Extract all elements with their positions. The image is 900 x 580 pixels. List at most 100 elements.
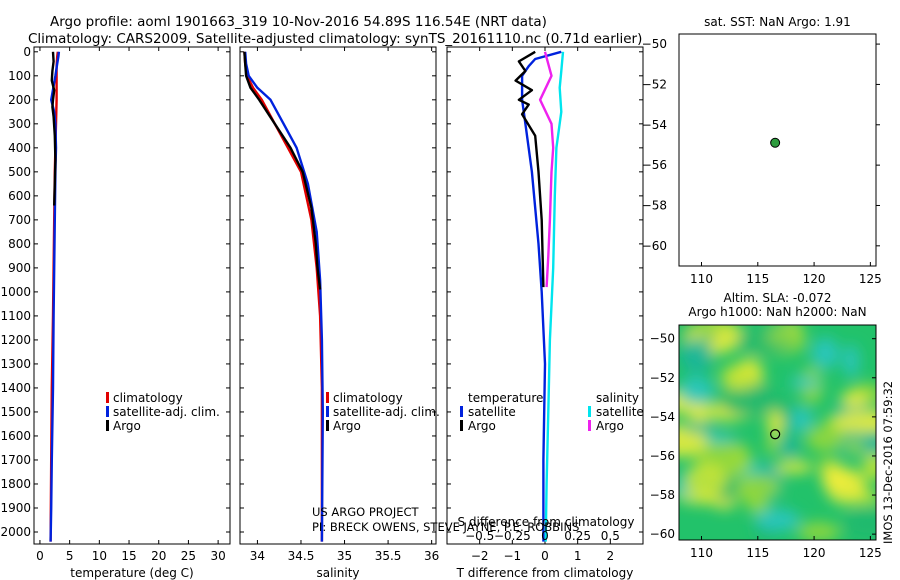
y-tick-label: 1700 bbox=[0, 453, 31, 467]
x-tick-label: 10 bbox=[92, 549, 107, 563]
panel-difference: −2 −1 0 1 2 T difference from climatology temp… bbox=[446, 46, 644, 580]
x-tick-label: 115 bbox=[746, 272, 769, 286]
x-tick-label: 0 bbox=[36, 549, 44, 563]
heatmap-cell bbox=[862, 452, 876, 482]
legend-label: climatology bbox=[333, 391, 403, 405]
x-tick-label: 34 bbox=[250, 549, 265, 563]
y-tick-label: −60 bbox=[650, 527, 675, 541]
y-tick-label: 1300 bbox=[0, 357, 31, 371]
timestamp-watermark: IMOS 13-Dec-2016 07:59:32 bbox=[881, 381, 895, 544]
heatmap-cell bbox=[842, 508, 876, 540]
y-tick-label: −58 bbox=[650, 488, 675, 502]
legend-label: satellite bbox=[596, 405, 644, 419]
legend-label: satellite-adj. clim. bbox=[333, 405, 440, 419]
heatmap-cell bbox=[834, 410, 876, 433]
legend-marker bbox=[326, 392, 329, 403]
x-tick-label-top: 0.5 bbox=[601, 529, 620, 543]
x-tick-label-top: −0.5 bbox=[465, 529, 494, 543]
y-tick-label: 1500 bbox=[0, 405, 31, 419]
x-axis-label: salinity bbox=[316, 566, 359, 580]
heatmap-cell bbox=[775, 460, 814, 474]
x-tick-label: 20 bbox=[151, 549, 166, 563]
x-tick-label: 35.5 bbox=[375, 549, 402, 563]
credits-line2: PI: BRECK OWENS, STEVE JAYNE, P.E. ROBBI… bbox=[312, 520, 579, 534]
heatmap-cell bbox=[679, 376, 714, 405]
x-tick-label: 25 bbox=[181, 549, 196, 563]
y-tick-label: −50 bbox=[650, 332, 675, 346]
heatmap-cell bbox=[766, 409, 784, 438]
series-line bbox=[520, 50, 562, 542]
x-tick-label: 0 bbox=[541, 549, 549, 563]
legend-label: climatology bbox=[113, 391, 183, 405]
x-tick-label: 1 bbox=[574, 549, 582, 563]
plot-frame bbox=[239, 46, 437, 545]
y-tick-label: 300 bbox=[8, 117, 31, 131]
heatmap-cell bbox=[683, 422, 718, 433]
x-tick-label: 35 bbox=[337, 549, 352, 563]
y-tick-label: −56 bbox=[642, 158, 667, 172]
legend-marker bbox=[588, 420, 591, 431]
map-title: Altim. SLA: -0.072 bbox=[723, 291, 831, 305]
series-line bbox=[538, 51, 555, 288]
x-tick-label: −1 bbox=[503, 549, 521, 563]
argo-position-marker bbox=[770, 429, 781, 440]
y-tick-label: 500 bbox=[8, 165, 31, 179]
y-tick-label: −60 bbox=[642, 239, 667, 253]
map-subtitle: Argo h1000: NaN h2000: NaN bbox=[688, 305, 866, 319]
x-tick-label: 125 bbox=[859, 272, 882, 286]
y-tick-label: −52 bbox=[642, 77, 667, 91]
heatmap-cell bbox=[689, 325, 734, 332]
y-tick-label: 1800 bbox=[0, 477, 31, 491]
legend-header: salinity bbox=[596, 391, 639, 405]
x-tick-label: 2 bbox=[607, 549, 615, 563]
y-tick-label: 400 bbox=[8, 141, 31, 155]
heatmap-cell bbox=[777, 436, 800, 458]
credits-line1: US ARGO PROJECT bbox=[312, 505, 420, 519]
heatmap-cell bbox=[720, 364, 760, 391]
plot-frame bbox=[678, 33, 877, 267]
legend-marker bbox=[460, 406, 463, 417]
x-axis-label: temperature (deg C) bbox=[70, 566, 193, 580]
heatmap-cell bbox=[805, 424, 846, 452]
heatmap-cell bbox=[712, 498, 736, 510]
x-tick-label: 15 bbox=[121, 549, 136, 563]
y-tick-label: 1600 bbox=[0, 429, 31, 443]
legend-marker bbox=[106, 406, 109, 417]
x-tick-label: 110 bbox=[690, 546, 713, 560]
x-tick-label: 34.5 bbox=[288, 549, 315, 563]
x-tick-label: 110 bbox=[690, 272, 713, 286]
heatmap-cell bbox=[684, 462, 727, 500]
legend-label: Argo bbox=[113, 419, 141, 433]
argo-position-marker bbox=[770, 137, 781, 148]
series-line bbox=[50, 51, 57, 206]
heatmap-cell bbox=[718, 383, 778, 416]
x-tick-label: −2 bbox=[471, 549, 489, 563]
y-tick-label: 700 bbox=[8, 213, 31, 227]
plot-frame bbox=[446, 46, 644, 545]
y-tick-label: 0 bbox=[23, 45, 31, 59]
x-tick-label-top: 0 bbox=[541, 529, 549, 543]
legend-marker bbox=[106, 420, 109, 431]
plot-frame bbox=[678, 324, 877, 541]
y-tick-label: 1400 bbox=[0, 381, 31, 395]
panel-temperature: 0100200300400500600700800900100011001200… bbox=[0, 45, 231, 580]
x-tick-label: 125 bbox=[859, 546, 882, 560]
y-tick-label: −54 bbox=[642, 118, 667, 132]
x-tick-label: 120 bbox=[803, 272, 826, 286]
y-tick-label: 900 bbox=[8, 261, 31, 275]
series-line bbox=[244, 51, 324, 542]
x-tick-label: 30 bbox=[210, 549, 225, 563]
y-tick-label: 1100 bbox=[0, 309, 31, 323]
x-tick-label: 36 bbox=[424, 549, 439, 563]
y-tick-label: 100 bbox=[8, 69, 31, 83]
heatmap-cell bbox=[825, 468, 867, 505]
heatmap-field bbox=[679, 325, 876, 540]
legend-label: satellite bbox=[468, 405, 516, 419]
figure-title-line2: Climatology: CARS2009. Satellite-adjuste… bbox=[28, 31, 642, 47]
legend-marker bbox=[106, 392, 109, 403]
heatmap-cell bbox=[679, 337, 713, 374]
y-tick-label: 1000 bbox=[0, 285, 31, 299]
heatmap-cell bbox=[754, 508, 801, 532]
heatmap-cell bbox=[845, 439, 865, 455]
